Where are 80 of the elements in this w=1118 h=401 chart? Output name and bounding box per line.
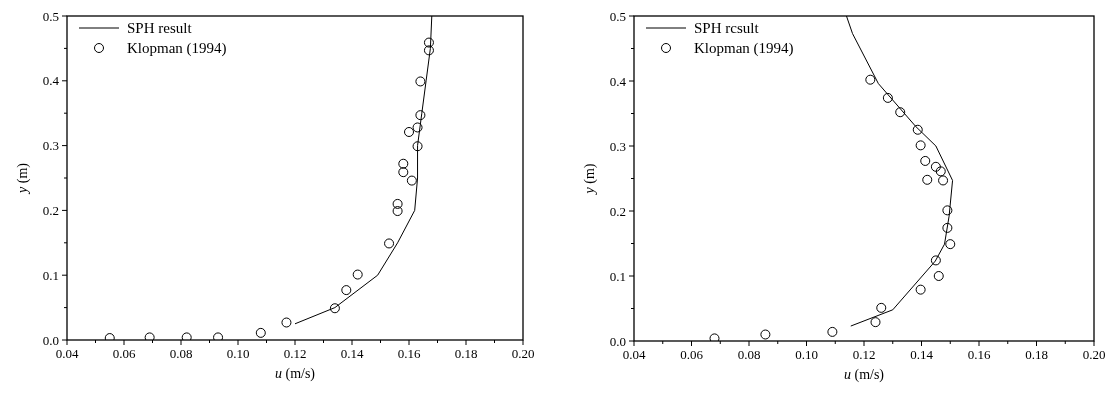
x-tick-label: 0.18 <box>454 346 478 361</box>
x-tick-label: 0.12 <box>852 347 876 362</box>
y-tick-label: 0.2 <box>42 202 59 218</box>
point <box>415 76 426 87</box>
x-tick-label: 0.10 <box>226 346 250 361</box>
x-tick-label: 0.18 <box>1025 347 1048 362</box>
x-tick-label: 0.20 <box>1082 347 1106 362</box>
point <box>384 238 395 249</box>
point <box>398 167 409 178</box>
y-tick-label: 0.5 <box>42 8 59 24</box>
y-tick-label: 0.1 <box>42 267 59 283</box>
y-axis-title: y (m) <box>582 163 598 196</box>
point <box>423 45 434 56</box>
legend-label: SPH rcsult <box>694 20 760 37</box>
point <box>352 269 363 280</box>
y-tick-label: 0.0 <box>42 332 59 348</box>
point <box>945 239 956 250</box>
point <box>392 198 403 209</box>
x-tick-label: 0.12 <box>283 346 307 361</box>
y-tick-label: 0.4 <box>42 73 60 89</box>
y-tick-label: 0.1 <box>609 268 626 284</box>
y-axis-title: y (m) <box>15 162 31 195</box>
point <box>942 205 953 216</box>
point <box>398 158 409 169</box>
x-tick-label: 0.16 <box>967 347 991 362</box>
point <box>935 166 946 177</box>
point <box>882 92 893 103</box>
point <box>915 284 926 295</box>
point <box>255 327 266 338</box>
point <box>412 122 423 133</box>
y-tick-label: 0.3 <box>42 138 59 154</box>
point <box>181 332 192 340</box>
x-tick-label: 0.06 <box>112 346 136 361</box>
legend-label: Klopman (1994) <box>127 40 227 58</box>
point <box>392 206 403 217</box>
point <box>415 110 426 121</box>
point <box>933 271 944 281</box>
legend-label: Klopman (1994) <box>694 40 794 58</box>
point <box>144 332 155 340</box>
point <box>870 317 881 328</box>
point <box>920 155 931 166</box>
x-axis-title: u (m/s) <box>843 367 885 383</box>
point <box>404 126 414 137</box>
y-tick-label: 0.5 <box>609 8 626 24</box>
point <box>213 332 224 340</box>
x-tick-label: 0.08 <box>169 346 193 361</box>
point <box>895 107 906 118</box>
point <box>922 174 933 185</box>
x-tick-label: 0.10 <box>795 347 818 362</box>
point <box>329 303 340 314</box>
y-tick-label: 0.3 <box>609 138 626 154</box>
x-tick-label: 0.06 <box>680 347 704 362</box>
point <box>760 329 771 340</box>
x-tick-label: 0.04 <box>55 346 79 361</box>
point <box>915 140 926 151</box>
x-tick-label: 0.08 <box>737 347 761 362</box>
point <box>938 175 949 186</box>
point <box>412 141 423 152</box>
x-tick-label: 0.20 <box>511 346 535 361</box>
point <box>406 175 417 186</box>
point <box>827 326 838 337</box>
x-tick-label: 0.14 <box>340 346 364 361</box>
x-tick-label: 0.04 <box>622 347 646 362</box>
x-tick-label: 0.16 <box>397 346 421 361</box>
y-tick-label: 0.4 <box>609 73 627 89</box>
point <box>423 37 434 48</box>
point <box>341 285 352 296</box>
point <box>930 161 941 172</box>
point <box>912 124 923 135</box>
point <box>930 255 941 266</box>
point <box>942 222 953 233</box>
point <box>281 317 292 328</box>
y-tick-label: 0.2 <box>609 203 626 219</box>
point <box>709 333 720 341</box>
point <box>865 74 876 85</box>
y-tick-label: 0.0 <box>609 333 626 349</box>
x-tick-label: 0.14 <box>910 347 934 362</box>
x-axis-title: u (m/s) <box>274 366 316 382</box>
legend-label: SPH result <box>127 20 193 37</box>
point <box>876 302 887 313</box>
